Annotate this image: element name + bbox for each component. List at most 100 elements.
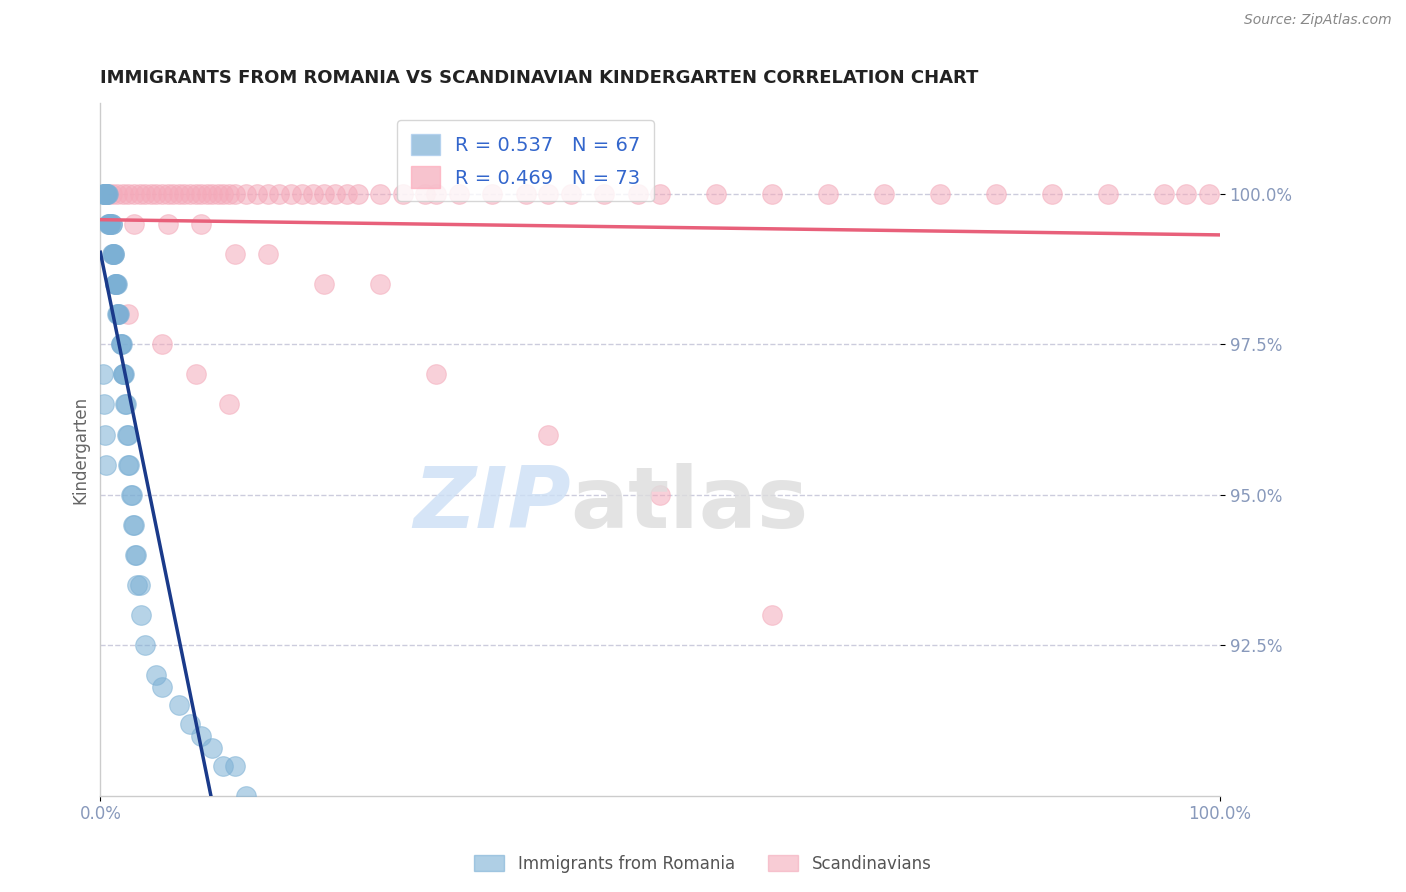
- Point: [173, 186, 195, 201]
- Point: [101, 247, 124, 261]
- Point: [218, 186, 240, 201]
- Point: [212, 186, 235, 201]
- Point: [391, 186, 413, 201]
- Point: [162, 186, 184, 201]
- Point: [134, 186, 156, 201]
- Point: [817, 186, 839, 201]
- Point: [325, 186, 347, 201]
- Point: [190, 729, 212, 743]
- Point: [257, 247, 280, 261]
- Point: [117, 186, 139, 201]
- Point: [212, 758, 235, 772]
- Point: [111, 368, 134, 382]
- Point: [336, 186, 359, 201]
- Point: [704, 186, 727, 201]
- Point: [100, 217, 122, 231]
- Point: [105, 277, 128, 291]
- Point: [179, 186, 201, 201]
- Point: [100, 217, 122, 231]
- Point: [537, 186, 560, 201]
- Point: [481, 186, 503, 201]
- Point: [122, 186, 145, 201]
- Point: [94, 186, 117, 201]
- Point: [314, 186, 336, 201]
- Point: [93, 397, 115, 411]
- Point: [98, 217, 121, 231]
- Point: [224, 247, 246, 261]
- Point: [201, 186, 224, 201]
- Point: [117, 458, 139, 472]
- Point: [107, 307, 129, 321]
- Point: [97, 186, 120, 201]
- Point: [190, 217, 212, 231]
- Point: [425, 368, 447, 382]
- Point: [413, 186, 436, 201]
- Point: [235, 186, 257, 201]
- Text: IMMIGRANTS FROM ROMANIA VS SCANDINAVIAN KINDERGARTEN CORRELATION CHART: IMMIGRANTS FROM ROMANIA VS SCANDINAVIAN …: [100, 69, 979, 87]
- Point: [94, 427, 117, 442]
- Point: [111, 337, 134, 351]
- Point: [302, 186, 325, 201]
- Point: [122, 217, 145, 231]
- Point: [145, 668, 167, 682]
- Point: [105, 307, 128, 321]
- Point: [125, 548, 148, 562]
- Point: [129, 608, 152, 623]
- Point: [537, 427, 560, 442]
- Point: [104, 277, 127, 291]
- Point: [150, 186, 173, 201]
- Text: atlas: atlas: [571, 464, 808, 547]
- Y-axis label: Kindergarten: Kindergarten: [72, 395, 89, 504]
- Point: [121, 517, 143, 532]
- Legend: R = 0.537   N = 67, R = 0.469   N = 73: R = 0.537 N = 67, R = 0.469 N = 73: [396, 120, 654, 202]
- Point: [100, 217, 122, 231]
- Point: [101, 247, 124, 261]
- Point: [104, 277, 127, 291]
- Point: [139, 186, 162, 201]
- Point: [110, 337, 132, 351]
- Point: [97, 217, 120, 231]
- Point: [114, 397, 136, 411]
- Point: [91, 186, 114, 201]
- Point: [134, 638, 156, 652]
- Point: [368, 186, 391, 201]
- Point: [94, 186, 117, 201]
- Point: [257, 186, 280, 201]
- Point: [224, 758, 246, 772]
- Point: [115, 397, 138, 411]
- Point: [118, 458, 141, 472]
- Point: [156, 217, 179, 231]
- Point: [224, 186, 246, 201]
- Point: [120, 488, 142, 502]
- Point: [127, 578, 149, 592]
- Point: [145, 186, 167, 201]
- Point: [195, 186, 218, 201]
- Point: [108, 307, 131, 321]
- Point: [150, 681, 173, 695]
- Point: [94, 458, 117, 472]
- Text: ZIP: ZIP: [413, 464, 571, 547]
- Point: [184, 186, 207, 201]
- Point: [94, 186, 117, 201]
- Point: [98, 217, 121, 231]
- Point: [91, 368, 114, 382]
- Point: [94, 186, 117, 201]
- Point: [100, 186, 122, 201]
- Point: [100, 217, 122, 231]
- Point: [96, 186, 118, 201]
- Point: [1097, 186, 1119, 201]
- Point: [873, 186, 896, 201]
- Point: [190, 186, 212, 201]
- Point: [121, 488, 143, 502]
- Point: [93, 186, 115, 201]
- Point: [425, 186, 447, 201]
- Point: [929, 186, 952, 201]
- Point: [447, 186, 470, 201]
- Point: [96, 186, 118, 201]
- Point: [124, 548, 146, 562]
- Point: [648, 488, 671, 502]
- Point: [107, 307, 129, 321]
- Point: [94, 186, 117, 201]
- Legend: Immigrants from Romania, Scandinavians: Immigrants from Romania, Scandinavians: [468, 848, 938, 880]
- Point: [122, 517, 145, 532]
